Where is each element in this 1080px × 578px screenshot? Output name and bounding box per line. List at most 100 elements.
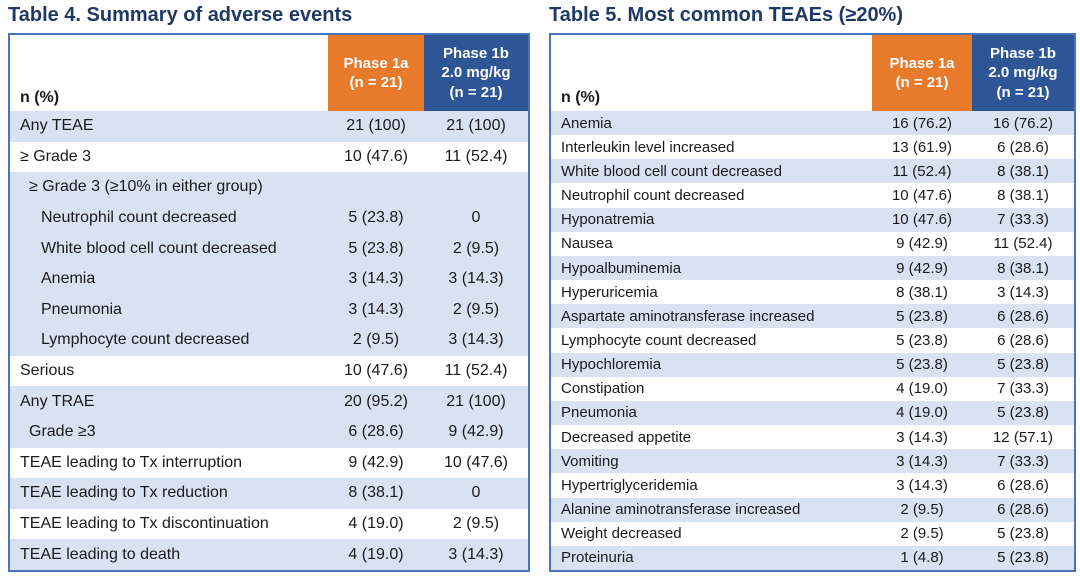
phase1b-value: 0 <box>471 484 481 502</box>
phase1a-value: 21 (100) <box>346 117 406 135</box>
table-row: Anemia 16 (76.2) 16 (76.2) <box>551 111 1074 136</box>
phase1b-value: 6 (28.6) <box>997 138 1049 156</box>
phase1b-value: 2 (9.5) <box>452 515 500 533</box>
table-row: Hypochloremia 5 (23.8) 5 (23.8) <box>551 352 1074 377</box>
row-label: Pneumonia <box>561 404 637 422</box>
row-label: Interleukin level increased <box>561 138 735 156</box>
phase1b-value: 5 (23.8) <box>997 549 1049 567</box>
row-label: Decreased appetite <box>561 428 692 446</box>
table4-title: Table 4. Summary of adverse events <box>8 4 353 26</box>
column-header-phase1b: Phase 1b 2.0 mg/kg (n = 21) <box>972 35 1074 111</box>
table-row: Constipation 4 (19.0) 7 (33.3) <box>551 376 1074 401</box>
phase1b-value: 7 (33.3) <box>997 452 1049 470</box>
table-row: TEAE leading to Tx interruption 9 (42.9) 1… <box>10 447 528 479</box>
phase1b-value: 21 (100) <box>446 117 506 135</box>
table-row: Alanine aminotransferase increased 2 (9.5… <box>551 497 1074 522</box>
table5-title: Table 5. Most common TEAEs (≥20%) <box>549 4 904 26</box>
row-label: ≥ Grade 3 <box>20 147 92 165</box>
phase1a-value: 4 (19.0) <box>348 545 404 563</box>
phase1a-value: 3 (14.3) <box>896 476 948 494</box>
table-row: TEAE leading to Tx discontinuation 4 (19.… <box>10 508 528 540</box>
row-label: ≥ Grade 3 (≥10% in either group) <box>29 178 263 196</box>
row-label: White blood cell count decreased <box>561 162 782 180</box>
table-row: ≥ Grade 3 10 (47.6) 11 (52.4) <box>10 141 528 173</box>
phase1b-value: 5 (23.8) <box>997 404 1049 422</box>
phase1a-value: 10 (47.6) <box>891 187 953 205</box>
table-row: TEAE leading to Tx reduction 8 (38.1) 0 <box>10 478 528 509</box>
row-label: Hypoalbuminemia <box>561 259 682 277</box>
table-row: Decreased appetite 3 (14.3) 12 (57.1) <box>551 425 1074 450</box>
phase1a-value: 2 (9.5) <box>352 331 400 349</box>
phase1a-value: 8 (38.1) <box>348 484 404 502</box>
phase1b-value: 2 (9.5) <box>452 300 500 318</box>
phase1b-value: 3 (14.3) <box>448 545 504 563</box>
table-row: Weight decreased 2 (9.5) 5 (23.8) <box>551 521 1074 546</box>
table-row: Pneumonia 3 (14.3) 2 (9.5) <box>10 294 528 326</box>
phase1a-value: 20 (95.2) <box>343 392 409 410</box>
row-label: Alanine aminotransferase increased <box>561 501 801 519</box>
phase1a-value: 3 (14.3) <box>896 428 948 446</box>
row-label: Lymphocyte count decreased <box>41 331 250 349</box>
table-row: Pneumonia 4 (19.0) 5 (23.8) <box>551 400 1074 426</box>
row-label: Aspartate aminotransferase increased <box>561 307 815 325</box>
row-label: Any TEAE <box>20 117 94 135</box>
table-row: Nausea 9 (42.9) 11 (52.4) <box>551 231 1074 256</box>
table-body: Any TEAE 21 (100) 21 (100) ≥ Grade 3 10 (47.… <box>10 111 528 570</box>
phase1a-value: 4 (19.0) <box>348 515 404 533</box>
row-label: Hypertriglyceridemia <box>561 476 698 494</box>
common-teaes-table: n (%) Phase 1a (n = 21) Phase 1b 2.0 mg/… <box>549 33 1076 572</box>
table-row: White blood cell count decreased 11 (52.4… <box>551 159 1074 184</box>
table-body: Anemia 16 (76.2) 16 (76.2) Interleukin leve… <box>551 111 1074 570</box>
phase1a-value: 10 (47.6) <box>343 362 409 380</box>
phase1a-value: 3 (14.3) <box>348 270 404 288</box>
table-header-row: n (%) Phase 1a (n = 21) Phase 1b 2.0 mg/… <box>551 35 1074 111</box>
row-label: Neutrophil count decreased <box>41 209 237 227</box>
phase1a-value: 9 (42.9) <box>896 259 948 277</box>
phase1a-value: 10 (47.6) <box>343 147 409 165</box>
table-row: Aspartate aminotransferase increased 5 (2… <box>551 304 1074 329</box>
phase1b-value: 11 (52.4) <box>993 235 1053 253</box>
phase1b-value: 16 (76.2) <box>992 114 1054 132</box>
row-label: Hyponatremia <box>561 211 655 229</box>
phase1a-value: 16 (76.2) <box>891 114 953 132</box>
table-row: TEAE leading to death 4 (19.0) 3 (14.3) <box>10 539 528 570</box>
adverse-events-summary-table: n (%) Phase 1a (n = 21) Phase 1b 2.0 mg/… <box>8 33 530 572</box>
phase1a-value: 4 (19.0) <box>896 380 948 398</box>
phase1b-value: 2 (9.5) <box>452 239 500 257</box>
row-label: Constipation <box>561 380 645 398</box>
phase1a-value: 13 (61.9) <box>891 138 953 156</box>
phase1b-value: 3 (14.3) <box>448 331 504 349</box>
phase1b-value: 3 (14.3) <box>448 270 504 288</box>
phase1a-value: 9 (42.9) <box>348 453 404 471</box>
phase1a-value: 9 (42.9) <box>896 235 948 253</box>
phase1a-value: 5 (23.8) <box>896 331 948 349</box>
phase1b-value: 6 (28.6) <box>997 331 1049 349</box>
table-row: Hyponatremia 10 (47.6) 7 (33.3) <box>551 207 1074 232</box>
row-label: Nausea <box>561 235 613 253</box>
row-label: Lymphocyte count decreased <box>561 331 757 349</box>
table-row: Hyperuricemia 8 (38.1) 3 (14.3) <box>551 280 1074 305</box>
phase1a-value: 8 (38.1) <box>896 283 948 301</box>
row-label: Proteinuria <box>561 549 634 567</box>
phase1a-value: 5 (23.8) <box>896 307 948 325</box>
table-header-row: n (%) Phase 1a (n = 21) Phase 1b 2.0 mg/… <box>10 35 528 111</box>
row-label: Any TRAE <box>20 392 95 410</box>
phase1a-value: 10 (47.6) <box>891 211 953 229</box>
phase1a-value: 1 (4.8) <box>900 549 944 567</box>
row-label: Grade ≥3 <box>29 423 96 441</box>
column-header-n-pct: n (%) <box>20 89 60 106</box>
phase1a-value: 5 (23.8) <box>896 356 948 374</box>
phase1a-value: 3 (14.3) <box>896 452 948 470</box>
table-row: ≥ Grade 3 (≥10% in either group) <box>10 172 528 203</box>
phase1a-value: 5 (23.8) <box>348 209 404 227</box>
phase1b-value: 8 (38.1) <box>997 259 1049 277</box>
phase1b-value: 6 (28.6) <box>997 476 1049 494</box>
phase1b-value: 6 (28.6) <box>997 307 1049 325</box>
table-row: Any TRAE 20 (95.2) 21 (100) <box>10 386 528 417</box>
phase1a-value: 5 (23.8) <box>348 239 404 257</box>
phase1b-value: 6 (28.6) <box>997 501 1049 519</box>
row-label: Neutrophil count decreased <box>561 187 745 205</box>
phase1b-value: 7 (33.3) <box>997 380 1049 398</box>
phase1a-value: 6 (28.6) <box>348 423 404 441</box>
table-row: Grade ≥3 6 (28.6) 9 (42.9) <box>10 416 528 448</box>
